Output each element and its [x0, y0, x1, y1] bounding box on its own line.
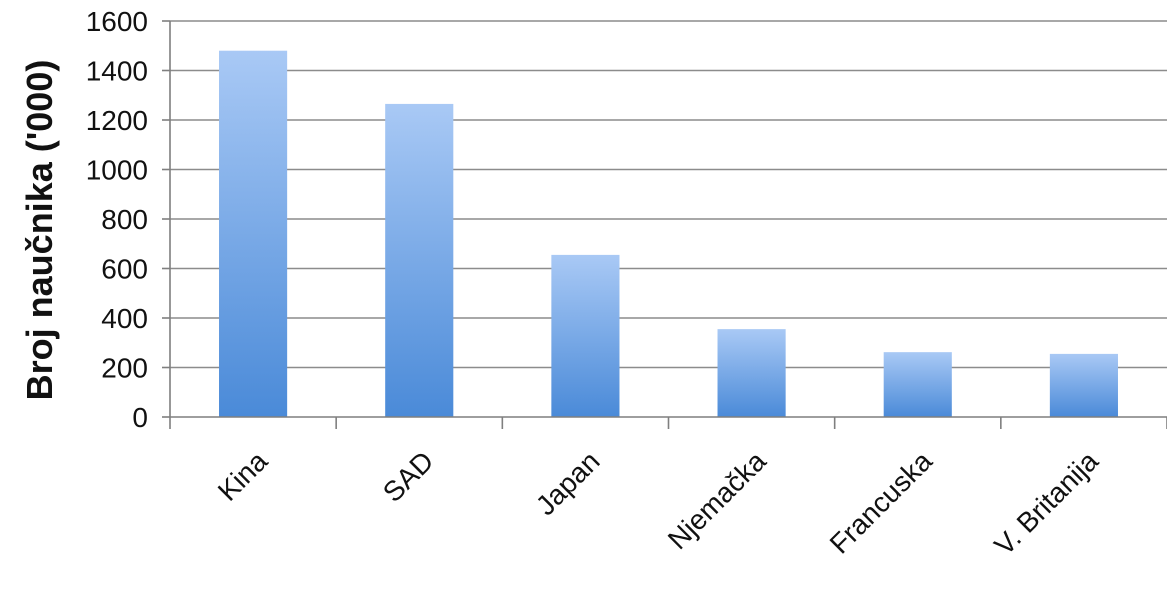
- x-tick-label: Kina: [212, 445, 274, 507]
- y-tick-label: 1200: [86, 105, 148, 136]
- y-tick-labels: 0 200 400 600 800 1000 1200 1400 1600: [86, 6, 148, 433]
- bar-v-britanija: [1049, 353, 1118, 417]
- y-tick-label: 400: [101, 303, 148, 334]
- bar-japan: [551, 254, 620, 417]
- y-tick-label: 1000: [86, 155, 148, 186]
- y-tick-label: 1600: [86, 6, 148, 37]
- x-tick-label: Francuska: [824, 445, 939, 560]
- axes: [162, 20, 1167, 429]
- y-tick-label: 1400: [86, 56, 148, 87]
- x-tick-labels: Kina SAD Japan Njemačka Francuska V. Britanij…: [212, 445, 1105, 561]
- y-tick-label: 800: [101, 204, 148, 235]
- y-tick-label: 600: [101, 254, 148, 285]
- y-tick-label: 200: [101, 353, 148, 384]
- x-tick-label: Njemačka: [662, 445, 772, 555]
- bar-sad: [385, 103, 454, 417]
- bar-francuska: [883, 352, 952, 417]
- y-tick-label: 0: [132, 402, 148, 433]
- gridlines: [170, 20, 1167, 369]
- bar-kina: [219, 50, 288, 417]
- x-tick-label: V. Britanija: [988, 445, 1104, 561]
- y-axis-title: Broj naučnika ('000): [19, 60, 60, 401]
- x-tick-label: SAD: [377, 445, 440, 508]
- bars: [219, 50, 1118, 417]
- bar-njema-ka: [717, 329, 786, 417]
- x-tick-label: Japan: [530, 445, 606, 521]
